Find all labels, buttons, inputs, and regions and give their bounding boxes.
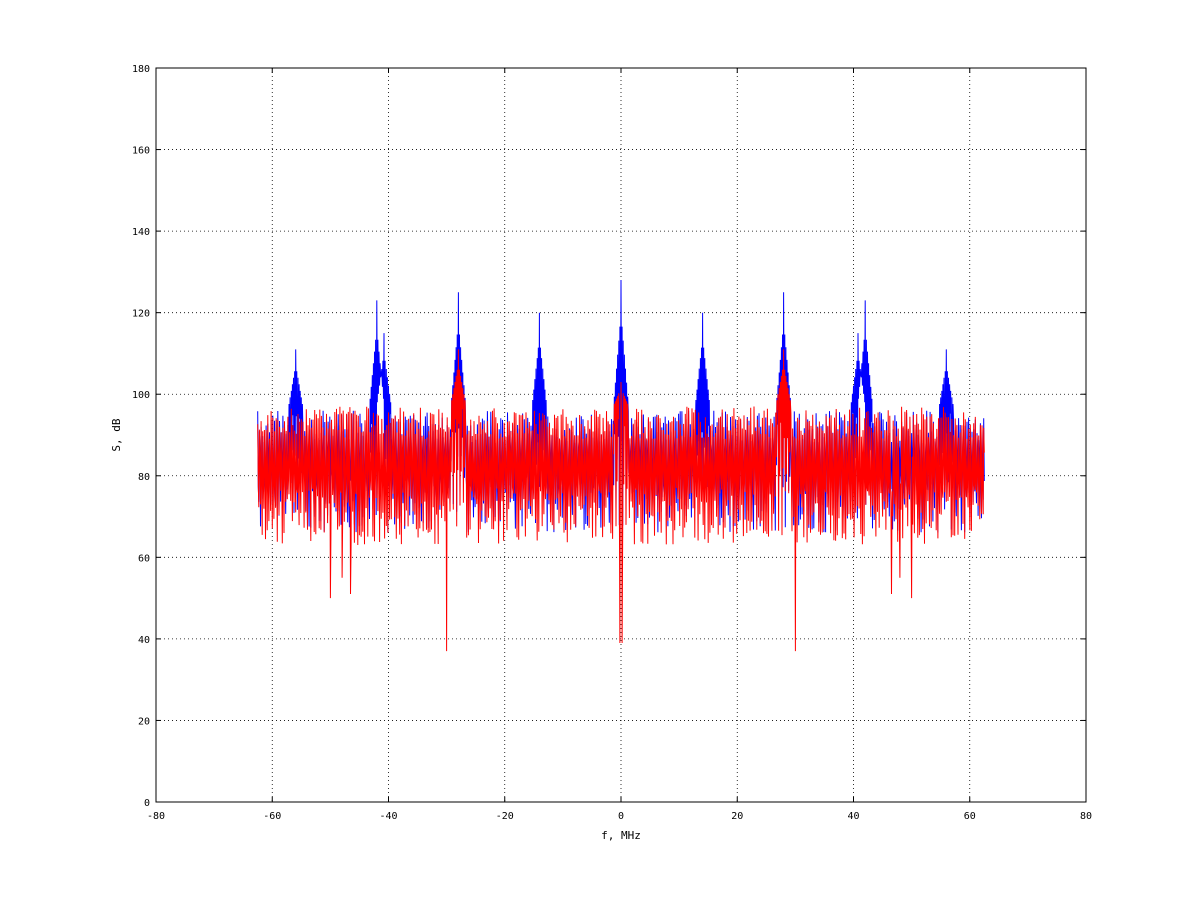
y-tick-label: 100	[132, 390, 150, 401]
plot-area	[257, 279, 985, 652]
x-tick-label: -40	[379, 811, 397, 822]
y-tick-label: 140	[132, 227, 150, 238]
y-axis-label: S, dB	[110, 418, 123, 451]
x-tick-label: 80	[1080, 811, 1092, 822]
ticks: -80 -60 -40 -20 0 20 40 60 80 0 20 40 60 80 100 120 140 1…	[132, 64, 1092, 822]
y-tick-label: 40	[138, 635, 150, 646]
x-tick-label: -60	[263, 811, 281, 822]
x-tick-label: -20	[496, 811, 514, 822]
y-tick-label: 80	[138, 472, 150, 483]
x-tick-label: 20	[731, 811, 743, 822]
x-tick-label: 40	[847, 811, 859, 822]
x-axis-label: f, MHz	[601, 829, 641, 842]
x-tick-label: -80	[147, 811, 165, 822]
y-tick-label: 60	[138, 553, 150, 564]
x-tick-label: 0	[618, 811, 624, 822]
y-tick-label: 0	[144, 798, 150, 809]
blue-spectrum-line	[257, 279, 985, 533]
red-spectrum-line	[257, 349, 985, 652]
y-tick-label: 160	[132, 146, 150, 157]
y-tick-label: 120	[132, 309, 150, 320]
y-tick-label: 20	[138, 716, 150, 727]
y-tick-label: 180	[132, 64, 150, 75]
x-tick-label: 60	[964, 811, 976, 822]
